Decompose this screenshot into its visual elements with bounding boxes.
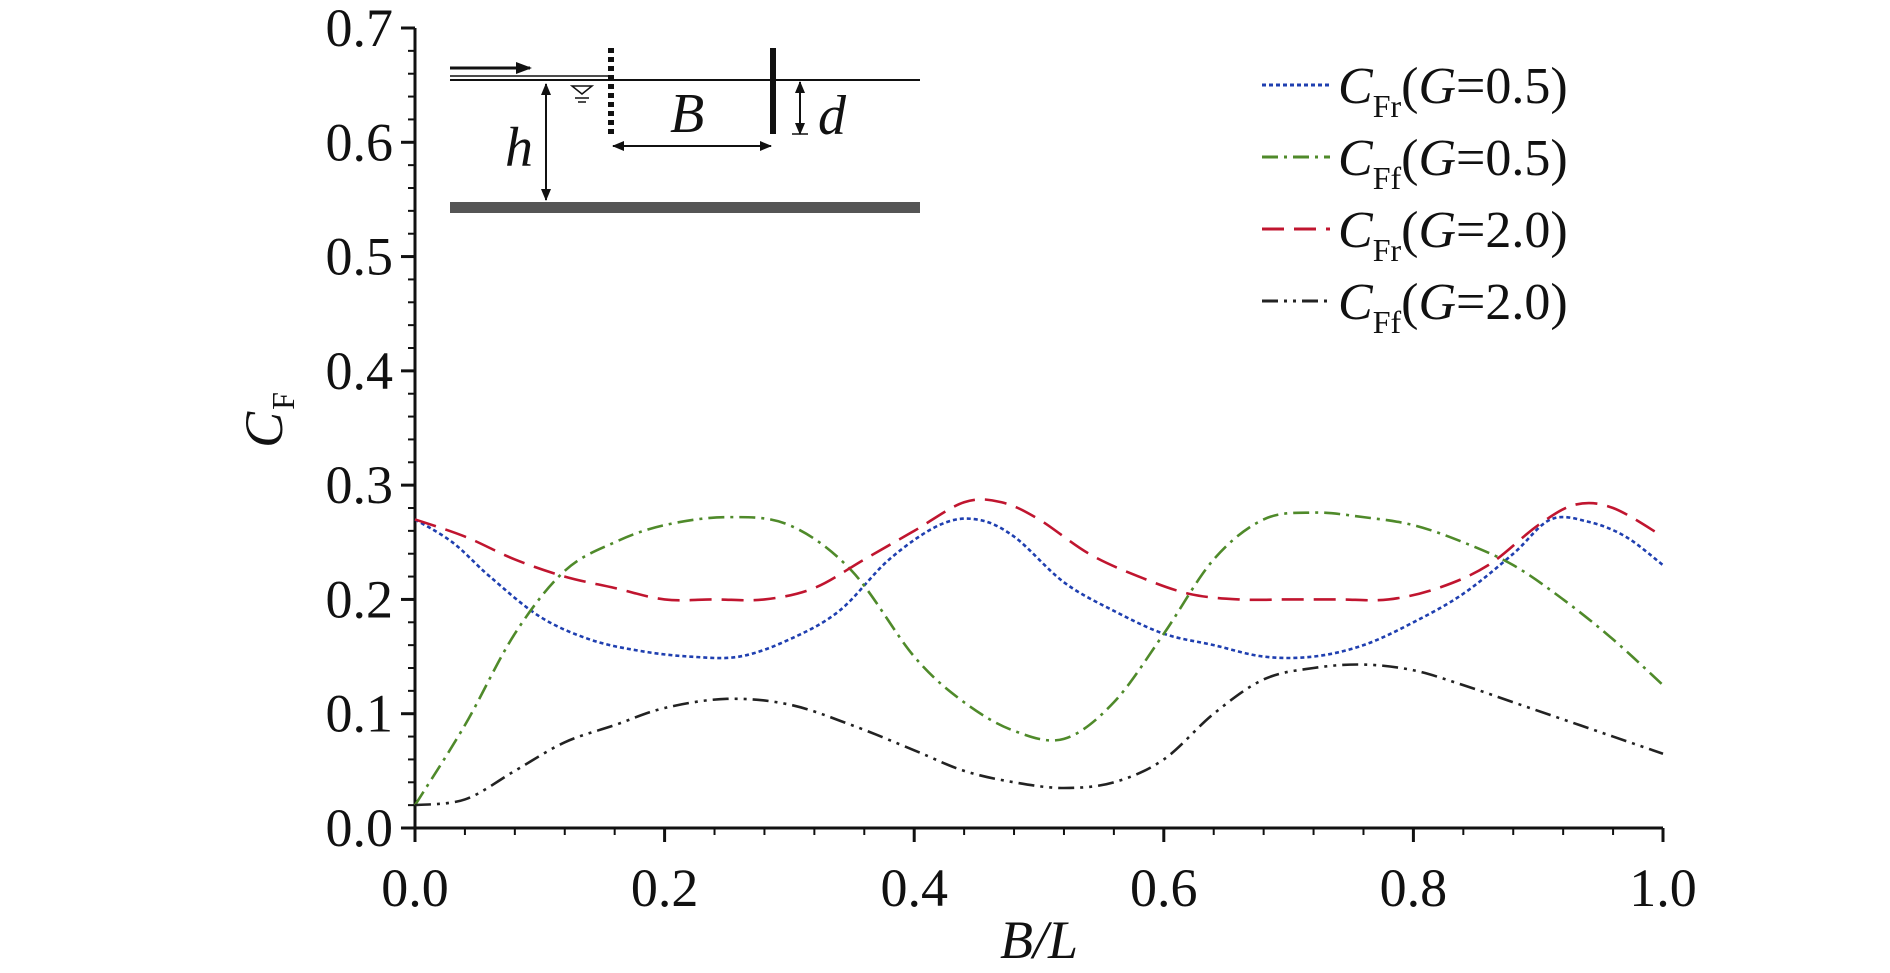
legend-value: =2.0) — [1456, 274, 1568, 331]
series-line-1 — [414, 515, 1664, 660]
inset-seabed — [450, 202, 920, 213]
legend-label: CFr(G=0.5) — [1338, 58, 1568, 124]
y-tick-label: 0.5 — [326, 227, 394, 287]
x-tick-label: 0.2 — [631, 858, 699, 918]
legend-symbol: C — [1338, 274, 1374, 331]
x-tick-label: 0.8 — [1380, 858, 1448, 918]
inset-label-d: d — [818, 85, 847, 147]
y-tick-label: 0.2 — [326, 569, 394, 629]
legend-item-1: CFr(G=0.5) — [1262, 58, 1568, 124]
inset-B-arrow-right — [760, 141, 772, 151]
legend-item-4: CFf(G=2.0) — [1262, 274, 1568, 340]
legend-item-2: CFf(G=0.5) — [1262, 130, 1568, 196]
legend-var: G — [1418, 130, 1456, 187]
y-axis-title: CF — [234, 392, 301, 448]
inset-diagram: h B d — [450, 48, 920, 213]
legend-symbol: C — [1338, 130, 1374, 187]
series-line-3 — [414, 498, 1664, 602]
legend-var: G — [1418, 202, 1456, 259]
inset-d-arrow-top — [795, 81, 805, 93]
legend-value: =2.0) — [1456, 202, 1568, 259]
legend-symbol: C — [1338, 58, 1374, 115]
x-tick-label: 1.0 — [1629, 858, 1697, 918]
series-group — [413, 498, 1664, 807]
legend-sub1: F — [1373, 88, 1391, 124]
legend-value: =0.5) — [1456, 130, 1568, 187]
inset-water-level-symbol — [569, 85, 595, 103]
legend: CFr(G=0.5)CFf(G=0.5)CFr(G=2.0)CFf(G=2.0) — [1262, 58, 1568, 340]
legend-sub2: f — [1390, 160, 1401, 196]
legend-paren-open: ( — [1401, 130, 1418, 187]
legend-var: G — [1418, 274, 1456, 331]
x-tick-label: 0.0 — [381, 858, 449, 918]
y-tick-label: 0.3 — [326, 455, 394, 515]
inset-label-h: h — [505, 117, 533, 179]
legend-item-3: CFr(G=2.0) — [1262, 202, 1568, 268]
series-line-4 — [414, 663, 1664, 807]
legend-label: CFf(G=0.5) — [1338, 130, 1568, 196]
inset-label-B: B — [670, 83, 704, 145]
legend-label: CFf(G=2.0) — [1338, 274, 1568, 340]
legend-sub2: r — [1390, 88, 1401, 124]
x-tick-label: 0.4 — [880, 858, 948, 918]
legend-paren-open: ( — [1401, 274, 1418, 331]
y-tick-label: 0.0 — [326, 798, 394, 858]
y-tick-label: 0.1 — [326, 684, 394, 744]
legend-sub2: f — [1390, 304, 1401, 340]
legend-label: CFr(G=2.0) — [1338, 202, 1568, 268]
legend-paren-open: ( — [1401, 58, 1418, 115]
inset-arrow-head — [516, 62, 532, 74]
legend-sub1: F — [1373, 304, 1391, 340]
x-axis-title: B/L — [1000, 910, 1078, 970]
y-axis-title-subscript: F — [265, 392, 301, 410]
series-line-2 — [413, 511, 1664, 806]
inset-h-arrow-bottom — [541, 189, 551, 201]
y-tick-label: 0.4 — [326, 341, 394, 401]
inset-B-arrow-left — [612, 141, 624, 151]
x-tick-label: 0.6 — [1130, 858, 1198, 918]
legend-var: G — [1418, 58, 1456, 115]
y-tick-label: 0.6 — [326, 112, 394, 172]
legend-value: =0.5) — [1456, 58, 1568, 115]
y-tick-label: 0.7 — [326, 0, 394, 58]
legend-sub1: F — [1373, 160, 1391, 196]
inset-d-arrow-bottom — [795, 123, 805, 135]
inset-h-arrow-top — [541, 83, 551, 95]
legend-paren-open: ( — [1401, 202, 1418, 259]
legend-sub2: r — [1390, 232, 1401, 268]
legend-sub1: F — [1373, 232, 1391, 268]
legend-symbol: C — [1338, 202, 1374, 259]
axes: 0.0 0.1 0.2 0.3 0.4 0.5 0.6 0.7 0.0 0.2 0.4 0.6 0.8 1… — [234, 0, 1697, 970]
